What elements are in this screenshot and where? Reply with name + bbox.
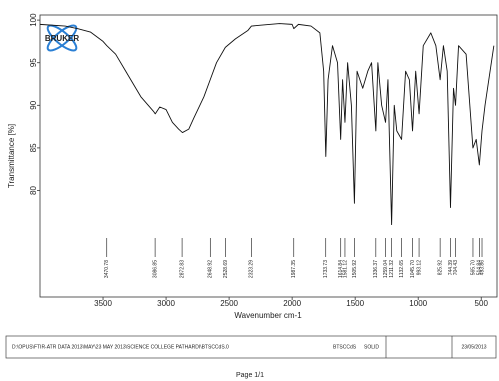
- peak-label: 1987.35: [291, 260, 297, 278]
- y-axis-label: Transmittance [%]: [7, 124, 16, 188]
- peak-label: 2528.69: [223, 260, 229, 278]
- peak-label: 1581.12: [342, 260, 348, 278]
- x-tick-label: 1500: [346, 299, 364, 308]
- footer-state: SOLID: [364, 344, 379, 350]
- peak-label: 1505.92: [352, 260, 358, 278]
- peak-label: 2323.29: [249, 260, 255, 278]
- peak-label: 1336.37: [373, 260, 379, 278]
- peak-label: 3086.85: [152, 260, 158, 278]
- x-tick-label: 1000: [409, 299, 427, 308]
- y-tick-label: 95: [29, 58, 38, 67]
- footer-date: 23/05/2013: [461, 344, 486, 350]
- peak-label: 3470.78: [104, 260, 110, 278]
- peak-label: 825.92: [437, 260, 443, 276]
- peak-label: 1733.73: [323, 260, 329, 278]
- y-tick-label: 100: [29, 13, 38, 27]
- page-number: Page 1/1: [236, 372, 264, 379]
- spectrum-line: [39, 23, 495, 226]
- x-tick-label: 2500: [220, 299, 238, 308]
- peak-label: 1614.84: [338, 260, 344, 278]
- peak-label: 993.12: [416, 260, 422, 276]
- x-tick-label: 3000: [157, 299, 175, 308]
- footer-path: D:\OPUS\FTIR-ATR DATA 2013\MAY\23 MAY 20…: [12, 344, 229, 350]
- peak-label: 744.39: [448, 260, 454, 276]
- peak-label: 2648.92: [208, 260, 214, 278]
- y-tick-label: 85: [29, 143, 38, 152]
- x-tick-label: 3500: [94, 299, 112, 308]
- y-tick-label: 90: [29, 100, 38, 109]
- peak-label: 1132.65: [399, 260, 405, 278]
- y-tick-label: 80: [29, 186, 38, 195]
- peak-label: 2872.83: [179, 260, 185, 278]
- x-tick-label: 2000: [283, 299, 301, 308]
- footer-box: [5, 335, 497, 359]
- plot-frame: [39, 14, 498, 298]
- peak-label: 1045.70: [410, 260, 416, 278]
- peak-label: 1259.04: [383, 260, 389, 278]
- peak-label: 565.70: [470, 260, 476, 276]
- logo-text: BRUKER: [45, 34, 79, 43]
- logo: BRUKER: [45, 24, 79, 52]
- footer-sample: BTSCCdS: [333, 344, 357, 350]
- peak-label: 704.43: [453, 260, 459, 276]
- peak-label: 1211.32: [389, 260, 395, 278]
- peak-label: 493.86: [479, 260, 485, 276]
- x-axis-label: Wavenumber cm-1: [234, 311, 302, 320]
- peak-label: 514.84: [477, 260, 483, 276]
- x-tick-label: 500: [475, 299, 489, 308]
